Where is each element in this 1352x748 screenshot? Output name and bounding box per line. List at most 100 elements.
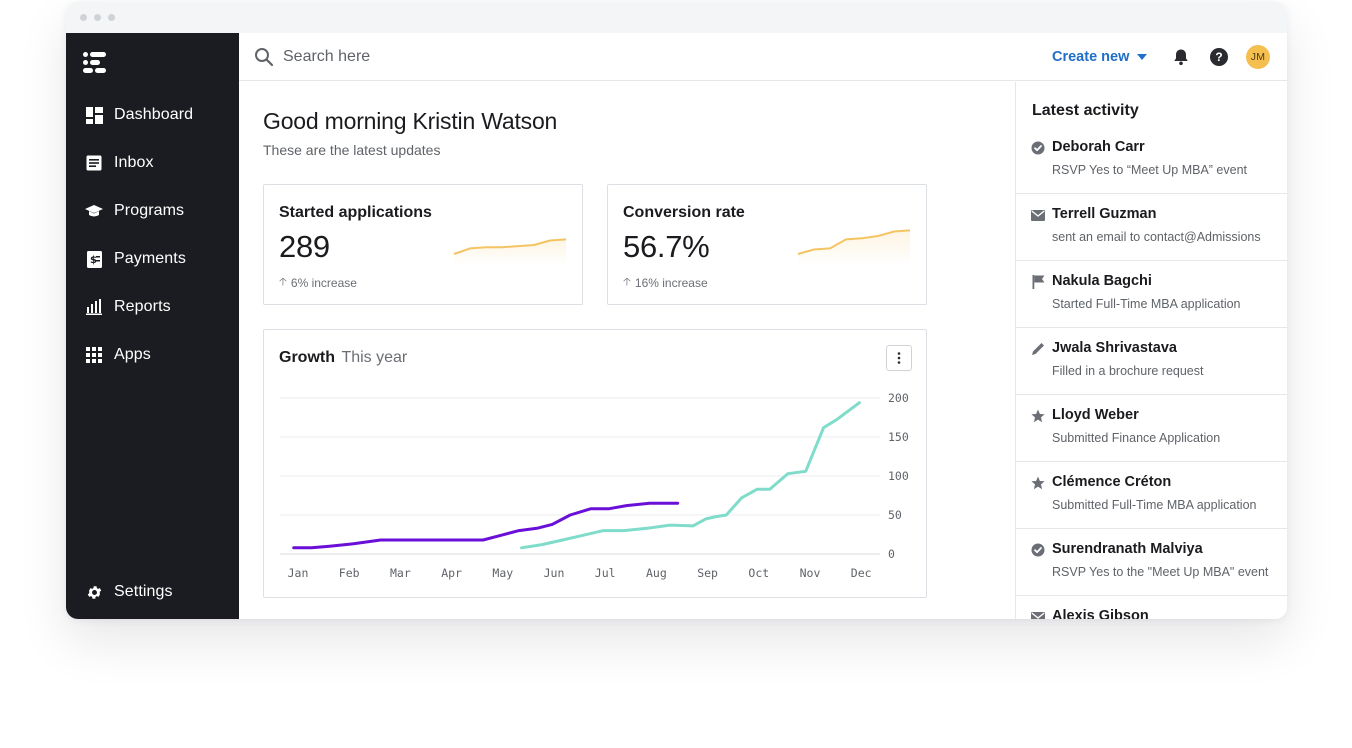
y-tick-label: 0 [888, 547, 895, 561]
app-window: Dashboard Inbox Programs $ Payments Repo… [66, 2, 1287, 619]
stat-card-conversion-rate[interactable]: Conversion rate 56.7% 🡡 16% increase [607, 184, 927, 305]
activity-name: Terrell Guzman [1052, 206, 1157, 222]
mail-icon [1031, 208, 1045, 222]
bell-icon[interactable] [1172, 48, 1190, 66]
activity-item[interactable]: Lloyd Weber Submitted Finance Application [1016, 395, 1287, 462]
x-tick-label: Jan [288, 566, 309, 580]
search-input[interactable] [283, 45, 783, 69]
main-content: Good morning Kristin Watson These are th… [239, 82, 1015, 619]
sidebar-item-label: Settings [114, 583, 173, 600]
activity-item[interactable]: Clémence Créton Submitted Full-Time MBA a… [1016, 462, 1287, 529]
activity-item[interactable]: Nakula Bagchi Started Full-Time MBA appli… [1016, 261, 1287, 328]
sidebar-item-label: Apps [114, 346, 151, 363]
activity-item[interactable]: Alexis Gibson [1016, 596, 1287, 619]
avatar[interactable]: JM [1246, 45, 1270, 69]
arrow-up-icon: 🡡 [279, 276, 287, 288]
activity-title: Latest activity [1032, 102, 1139, 119]
x-tick-label: Jul [595, 566, 616, 580]
sparkline-chart [797, 229, 911, 265]
x-tick-label: Feb [339, 566, 360, 580]
graduation-cap-icon [85, 202, 103, 220]
growth-line-chart: 0 50 100 150 200 Jan Feb Mar Apr May Jun Jul Aug Sep O… [280, 391, 909, 580]
mail-icon [1031, 610, 1045, 619]
star-icon [1031, 409, 1045, 423]
activity-name: Lloyd Weber [1052, 407, 1139, 423]
sidebar-item-apps[interactable]: Apps [66, 335, 239, 375]
activity-item[interactable]: Deborah Carr RSVP Yes to “Meet Up MBA” ev… [1016, 127, 1287, 194]
x-tick-label: Aug [646, 566, 667, 580]
x-tick-label: Nov [800, 566, 821, 580]
top-bar: Create new ? JM [239, 33, 1287, 81]
card-title: Started applications [279, 204, 432, 221]
dashboard-icon [85, 106, 103, 124]
activity-name: Alexis Gibson [1052, 608, 1149, 619]
activity-item[interactable]: Surendranath Malviya RSVP Yes to the "Mee… [1016, 529, 1287, 596]
more-options-button[interactable] [886, 345, 912, 371]
stat-card-started-applications[interactable]: Started applications 289 🡡 6% increase [263, 184, 583, 305]
kebab-menu-icon [897, 352, 901, 364]
growth-title: Growth This year [279, 349, 407, 367]
bar-chart-icon [85, 298, 103, 316]
growth-title-label: Growth [279, 349, 335, 366]
sparkline-area [454, 239, 566, 265]
y-tick-label: 150 [888, 430, 909, 444]
card-value: 289 [279, 229, 330, 264]
activity-description: sent an email to contact@Admissions [1052, 230, 1261, 244]
sparkline-line [797, 229, 911, 255]
sidebar-item-payments[interactable]: $ Payments [66, 239, 239, 279]
check-circle-icon [1031, 141, 1045, 155]
caret-down-icon [1137, 54, 1148, 60]
activity-name: Jwala Shrivastava [1052, 340, 1177, 356]
sidebar: Dashboard Inbox Programs $ Payments Repo… [66, 33, 239, 619]
card-title: Conversion rate [623, 204, 745, 221]
activity-item[interactable]: Jwala Shrivastava Filled in a brochure re… [1016, 328, 1287, 395]
x-tick-label: Mar [390, 566, 411, 580]
x-tick-label: Sep [697, 566, 718, 580]
inbox-icon [85, 154, 103, 172]
sidebar-item-inbox[interactable]: Inbox [66, 143, 239, 183]
sparkline-chart [453, 238, 567, 265]
star-icon [1031, 476, 1045, 490]
window-dot [108, 14, 115, 21]
sidebar-item-programs[interactable]: Programs [66, 191, 239, 231]
y-tick-label: 200 [888, 391, 909, 405]
activity-item[interactable]: Terrell Guzman sent an email to contact@A… [1016, 194, 1287, 261]
arrow-up-icon: 🡡 [623, 276, 631, 288]
activity-name: Clémence Créton [1052, 474, 1172, 490]
app-logo-icon[interactable] [82, 50, 108, 76]
card-value: 56.7% [623, 229, 710, 264]
series-line-current [520, 401, 861, 550]
activity-name: Deborah Carr [1052, 139, 1145, 155]
x-tick-label: May [492, 566, 513, 580]
sidebar-item-dashboard[interactable]: Dashboard [66, 95, 239, 135]
sidebar-item-reports[interactable]: Reports [66, 287, 239, 327]
sparkline-line [453, 238, 567, 255]
growth-chart-card: 0 50 100 150 200 Jan Feb Mar Apr May Jun Jul Aug Sep O… [263, 329, 927, 598]
apps-grid-icon [85, 346, 103, 364]
window-dot [80, 14, 87, 21]
sidebar-item-label: Payments [114, 250, 186, 267]
activity-name: Nakula Bagchi [1052, 273, 1152, 289]
card-change: 🡡 6% increase [279, 273, 357, 292]
check-circle-icon [1031, 543, 1045, 557]
card-change: 🡡 16% increase [623, 273, 708, 292]
sidebar-item-label: Inbox [114, 154, 154, 171]
activity-description: Filled in a brochure request [1052, 364, 1204, 378]
flag-icon [1031, 275, 1045, 289]
latest-activity-panel: Latest activity Deborah Carr RSVP Yes to … [1015, 82, 1287, 619]
sidebar-item-label: Reports [114, 298, 171, 315]
x-tick-label: Apr [441, 566, 462, 580]
create-new-button[interactable]: Create new [1052, 47, 1148, 67]
sidebar-item-label: Programs [114, 202, 185, 219]
card-change-text: 6% increase [290, 275, 357, 290]
search-icon[interactable] [254, 47, 274, 67]
activity-description: Submitted Full-Time MBA application [1052, 498, 1257, 512]
y-tick-label: 50 [888, 508, 902, 522]
x-tick-label: Oct [748, 566, 769, 580]
sidebar-item-settings[interactable]: Settings [66, 572, 239, 612]
activity-description: Submitted Finance Application [1052, 431, 1221, 445]
y-tick-label: 100 [888, 469, 909, 483]
card-change-text: 16% increase [634, 275, 708, 290]
help-icon[interactable]: ? [1210, 48, 1228, 66]
page-title: Good morning Kristin Watson [263, 108, 558, 134]
